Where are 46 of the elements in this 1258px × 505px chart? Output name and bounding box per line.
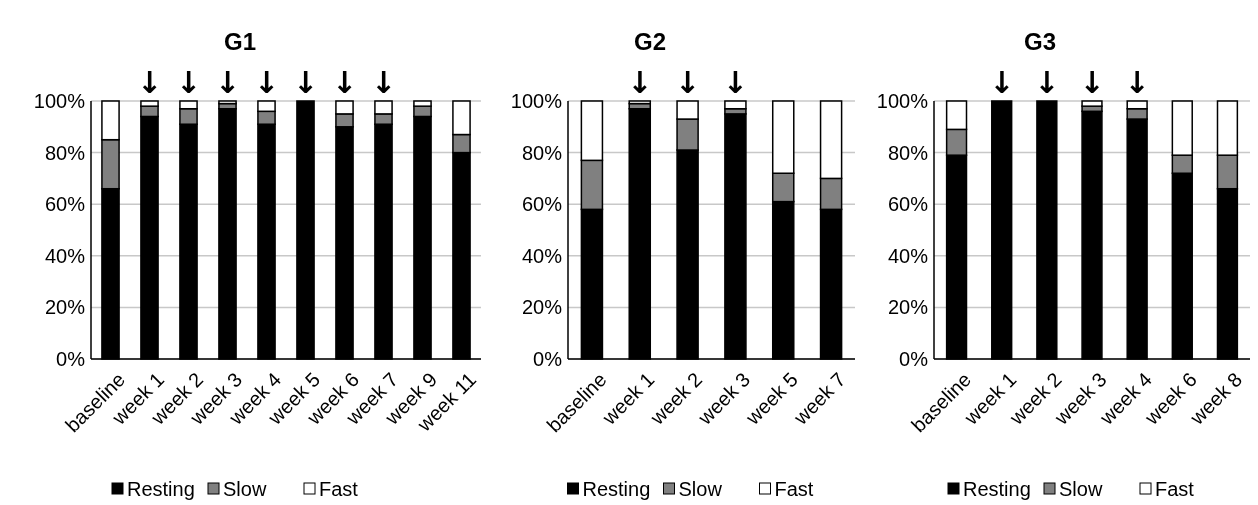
y-tick-label: 20% [44,296,86,319]
y-tick-label: 80% [44,141,86,164]
y-tick-label: 100% [876,90,929,112]
y-tick-label: 20% [887,296,929,319]
legend-label: Fast [774,478,814,500]
y-tick-label: 80% [887,141,929,164]
y-tick-label: 100% [33,90,86,112]
annotation: ↓ [214,65,241,100]
annotation: ↓ [675,65,701,100]
annotation: ↓ [722,65,748,100]
annotation: ↓ [1034,65,1060,100]
legend-label: Resting [963,478,1031,500]
chart-title: G2 [633,28,667,55]
y-tick-label: 40% [44,244,86,267]
chart-title: G3 [1023,28,1057,55]
annotation: ↓ [136,65,163,100]
legend-label: Resting [582,478,651,500]
y-tick-label: 0% [56,348,86,370]
annotation: ↓ [175,65,202,100]
y-tick-label: 40% [521,244,563,267]
y-tick-label: 40% [887,244,929,267]
annotation: ↓ [1124,65,1150,100]
y-tick-label: 60% [521,193,563,216]
chart-title: G1 [223,28,257,55]
legend-label: Fast [1155,478,1195,500]
y-tick-label: 60% [44,193,86,216]
y-tick-label: 60% [887,193,929,216]
annotation: ↓ [627,65,653,100]
y-tick-label: 20% [521,296,563,319]
legend-label: Slow [678,478,723,500]
annotation: ↓ [292,65,319,100]
y-tick-label: 80% [521,141,563,164]
y-tick-label: 100% [510,90,563,112]
legend-label: Resting [127,478,195,500]
y-tick-label: 0% [899,348,929,370]
annotation: ↓ [989,65,1015,100]
annotation: ↓ [331,65,358,100]
annotation: ↓ [1079,65,1105,100]
legend-label: Slow [223,478,267,500]
legend-label: Fast [319,478,359,500]
annotation: ↓ [370,65,397,100]
annotation: ↓ [253,65,280,100]
bar [628,100,652,105]
y-tick-label: 0% [533,348,563,370]
bar [218,100,237,105]
legend-label: Slow [1059,478,1103,500]
